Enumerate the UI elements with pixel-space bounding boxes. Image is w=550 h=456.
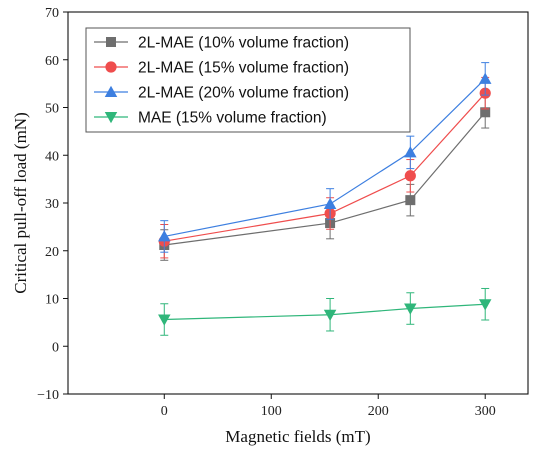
legend-swatch-marker [104,112,118,124]
data-point [158,230,171,242]
legend-swatch-marker [104,85,118,97]
legend-swatch-marker [105,61,117,73]
series-4 [158,287,492,336]
data-point [158,314,171,326]
series-line [164,303,486,321]
x-tick-label: 0 [161,404,168,419]
series-line [164,111,486,246]
legend-label: 2L-MAE (20% volume fraction) [138,85,349,102]
y-tick-label: 20 [45,245,59,260]
axes: 0 100 200 300 −10 0 10 20 30 40 50 60 70 [37,6,529,419]
legend-swatch-marker [106,37,116,47]
y-tick-label: 30 [45,197,59,212]
series-layer [158,62,492,336]
y-tick-label: 40 [45,149,59,164]
y-tick-label: −10 [37,388,59,403]
legend: 2L-MAE (10% volume fraction) 2L-MAE (15% … [85,27,411,133]
y-tick-label: 60 [45,54,59,69]
x-tick-label: 200 [368,404,389,419]
data-point [404,146,417,158]
y-axis-title: Critical pull-off load (mN) [11,112,30,293]
legend-label: 2L-MAE (15% volume fraction) [138,60,349,77]
legend-item: 2L-MAE (20% volume fraction) [94,85,349,102]
data-point [323,309,337,321]
x-tick-label: 100 [261,404,282,419]
data-point [323,197,337,209]
series-line [164,92,486,242]
legend-label: MAE (15% volume fraction) [138,110,327,127]
legend-item: MAE (15% volume fraction) [94,110,327,127]
data-point [404,170,416,182]
series-line [164,78,486,238]
legend-item: 2L-MAE (15% volume fraction) [94,60,349,77]
data-point [404,303,417,315]
data-point [478,299,492,311]
data-point [405,195,416,206]
legend-item: 2L-MAE (10% volume fraction) [94,35,349,52]
y-tick-label: 10 [45,293,59,308]
x-tick-label: 300 [475,404,496,419]
y-tick-label: 0 [52,340,59,355]
y-tick-label: 70 [45,6,59,21]
y-tick-label: 50 [45,102,59,117]
legend-box [85,27,411,133]
data-point [478,72,492,84]
legend-label: 2L-MAE (10% volume fraction) [138,35,349,52]
x-axis-title: Magnetic fields (mT) [225,427,370,446]
data-point [480,107,491,118]
series-3 [158,62,492,253]
